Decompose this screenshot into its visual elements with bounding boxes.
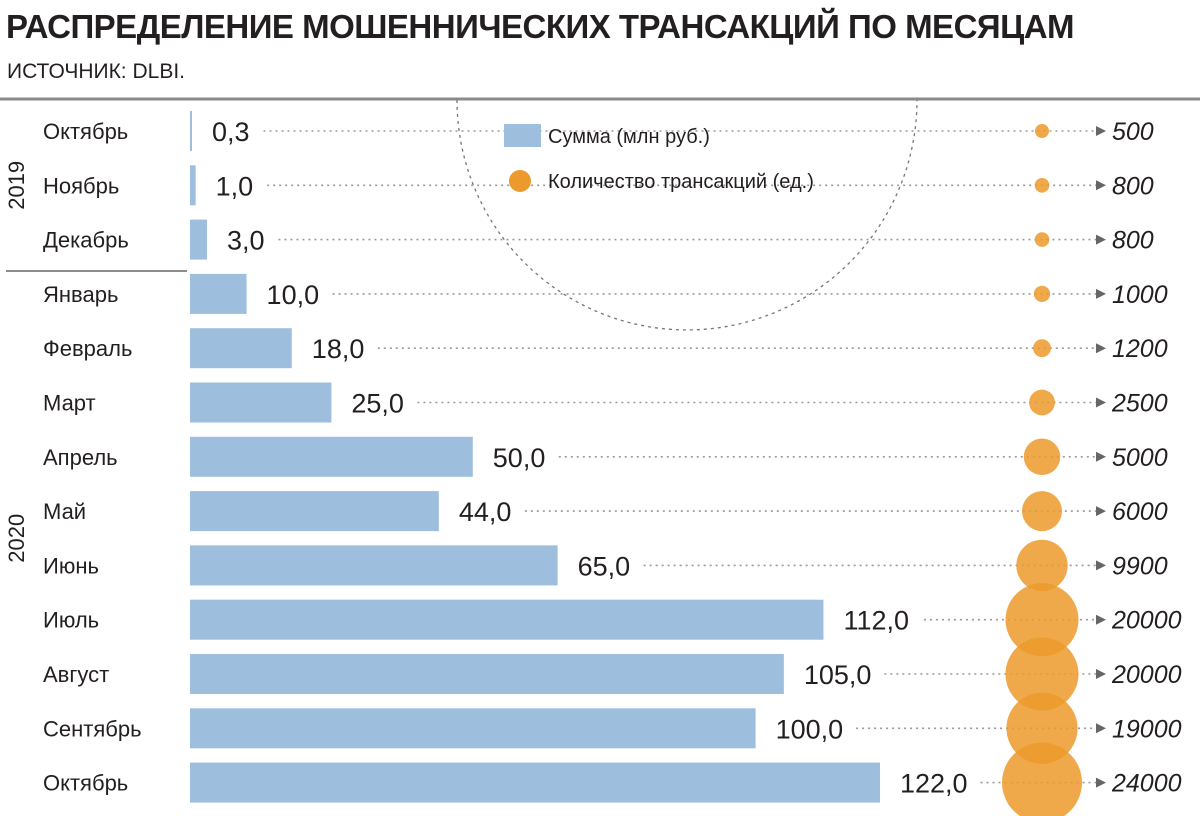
sum-value-label: 44,0	[459, 497, 512, 527]
count-value-label: 1200	[1112, 335, 1168, 363]
year-label: 2020	[4, 514, 29, 563]
legend-circle-decoration	[456, 99, 918, 331]
month-label: Июнь	[43, 553, 99, 578]
month-label: Март	[43, 391, 96, 416]
sum-bar	[190, 165, 196, 206]
count-value-label: 9900	[1112, 552, 1168, 580]
sum-bar	[190, 328, 292, 369]
month-label: Октябрь	[43, 119, 128, 144]
leader-arrow	[1096, 180, 1106, 191]
leader-arrow	[1096, 560, 1106, 571]
sum-bar	[190, 273, 247, 314]
sum-bar	[190, 545, 558, 586]
sum-bar	[190, 491, 439, 532]
month-label: Апрель	[43, 445, 118, 470]
leader-arrow	[1096, 777, 1106, 788]
leader-arrow	[1096, 126, 1106, 136]
sum-bar	[190, 708, 756, 749]
legend-sum-swatch	[504, 124, 541, 147]
count-value-label: 1000	[1112, 281, 1168, 309]
sum-value-label: 122,0	[900, 769, 968, 799]
leader-arrow	[1096, 288, 1106, 299]
sum-value-label: 18,0	[312, 334, 365, 364]
legend-count-label: Количество трансакций (ед.)	[548, 171, 814, 193]
count-value-label: 20000	[1111, 661, 1182, 689]
count-value-label: 800	[1112, 172, 1154, 200]
chart-title: РАСПРЕДЕЛЕНИЕ МОШЕННИЧЕСКИХ ТРАНСАКЦИЙ П…	[6, 8, 1075, 45]
count-value-label: 20000	[1111, 607, 1182, 635]
leader-arrow	[1096, 397, 1106, 408]
count-bubble	[1006, 692, 1078, 764]
leader-arrow	[1096, 451, 1106, 462]
leader-arrow	[1096, 506, 1106, 517]
count-bubble	[1029, 389, 1055, 416]
count-bubble	[1033, 285, 1051, 303]
leader-arrow	[1096, 343, 1106, 354]
sum-value-label: 0,3	[212, 117, 250, 147]
month-label: Сентябрь	[43, 716, 142, 741]
sum-value-label: 3,0	[227, 226, 265, 256]
legend-sum-label: Сумма (млн руб.)	[548, 126, 710, 148]
sum-bar	[190, 382, 332, 423]
sum-bar	[190, 219, 207, 260]
month-label: Август	[43, 662, 109, 687]
sum-bar	[190, 599, 824, 640]
count-bubble	[1033, 339, 1051, 358]
leader-arrow	[1096, 669, 1106, 679]
sum-value-label: 105,0	[804, 660, 872, 690]
count-value-label: 24000	[1111, 770, 1182, 798]
count-value-label: 500	[1112, 118, 1154, 146]
month-label: Январь	[43, 282, 118, 307]
month-label: Февраль	[43, 336, 132, 361]
count-bubble	[1034, 232, 1050, 247]
sum-bar	[190, 762, 880, 803]
month-label: Июль	[43, 608, 99, 633]
chart-source: ИСТОЧНИК: DLBI.	[7, 60, 185, 83]
count-bubble	[1002, 742, 1082, 816]
sum-value-label: 100,0	[776, 714, 844, 744]
sum-bar	[190, 436, 473, 477]
count-bubble	[1034, 177, 1050, 193]
count-bubble	[1035, 124, 1049, 138]
sum-value-label: 50,0	[493, 443, 546, 473]
leader-arrow	[1096, 723, 1106, 734]
count-value-label: 19000	[1112, 715, 1182, 743]
count-value-label: 800	[1112, 227, 1154, 255]
sum-bar	[190, 654, 784, 694]
count-value-label: 2500	[1111, 390, 1168, 418]
sum-value-label: 25,0	[351, 389, 404, 419]
count-value-label: 6000	[1112, 498, 1168, 526]
leader-arrow	[1096, 234, 1106, 245]
count-bubble	[1022, 491, 1062, 532]
count-bubble	[1005, 637, 1079, 711]
count-bubble	[1016, 539, 1068, 592]
sum-value-label: 10,0	[267, 280, 320, 310]
month-label: Ноябрь	[43, 173, 119, 198]
leader-arrow	[1096, 614, 1106, 625]
count-bubble	[1005, 583, 1079, 657]
month-label: Октябрь	[43, 771, 128, 796]
count-value-label: 5000	[1112, 444, 1168, 472]
legend-count-swatch	[509, 170, 531, 192]
year-label: 2019	[4, 161, 29, 210]
sum-value-label: 1,0	[216, 171, 254, 201]
month-label: Май	[43, 499, 86, 524]
month-label: Декабрь	[43, 228, 129, 253]
sum-value-label: 65,0	[578, 551, 631, 581]
count-bubble	[1023, 438, 1061, 476]
legend: Сумма (млн руб.) Количество трансакций (…	[504, 124, 814, 193]
sum-bar	[190, 111, 192, 151]
sum-value-label: 112,0	[843, 606, 909, 636]
